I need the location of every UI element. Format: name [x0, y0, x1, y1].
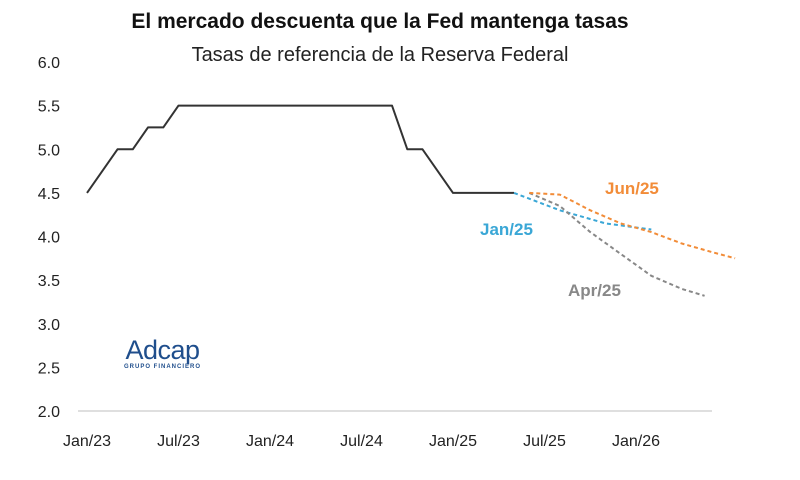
y-tick-label: 5.5 — [38, 99, 60, 116]
y-tick-label: 3.0 — [38, 317, 60, 334]
y-tick-label: 2.5 — [38, 360, 60, 377]
x-tick-label: Jul/24 — [340, 433, 383, 450]
series-line-fed — [86, 104, 514, 194]
series-labels: Jan/25 Apr/25 Jun/25 — [480, 179, 659, 300]
x-tick-label: Jul/25 — [523, 433, 566, 450]
logo-wordmark: Adcap — [125, 335, 200, 365]
y-tick-label: 4.5 — [38, 186, 60, 203]
chart-subtitle: Tasas de referencia de la Reserva Federa… — [191, 44, 569, 66]
y-tick-label: 6.0 — [38, 55, 60, 72]
series-line-jun-25 — [529, 191, 736, 260]
series-line-jan-25 — [513, 191, 652, 231]
y-tick-label: 3.5 — [38, 273, 60, 290]
y-tick-label: 2.0 — [38, 404, 60, 421]
x-axis-ticks: Jan/23 Jul/23 Jan/24 Jul/24 Jan/25 Jul/25 Jan/… — [63, 433, 660, 450]
series-label: Apr/25 — [568, 281, 621, 300]
chart-title: El mercado descuenta que la Fed mantenga… — [131, 10, 629, 33]
x-tick-label: Jul/23 — [157, 433, 200, 450]
y-tick-label: 5.0 — [38, 142, 60, 159]
x-tick-label: Jan/26 — [612, 433, 660, 450]
series-label: Jan/25 — [480, 220, 533, 239]
x-tick-label: Jan/23 — [63, 433, 111, 450]
y-axis-ticks: 6.0 5.5 5.0 4.5 4.0 3.5 3.0 2.5 2.0 — [38, 55, 60, 421]
y-tick-label: 4.0 — [38, 230, 60, 247]
series-label: Jun/25 — [605, 179, 659, 198]
x-tick-label: Jan/24 — [246, 433, 294, 450]
series-lines — [86, 104, 736, 297]
logo-tagline: GRUPO FINANCIERO — [124, 364, 202, 370]
x-tick-label: Jan/25 — [429, 433, 477, 450]
adcap-logo: Adcap GRUPO FINANCIERO — [124, 336, 201, 370]
